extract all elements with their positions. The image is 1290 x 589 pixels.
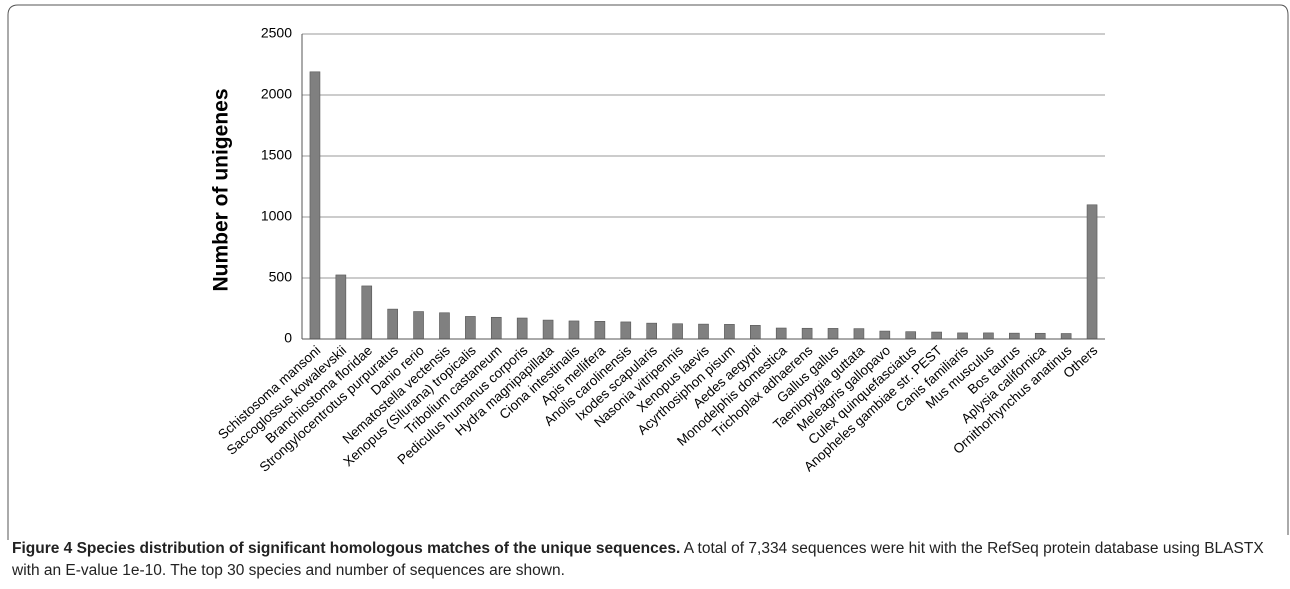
bar xyxy=(750,325,761,340)
bar xyxy=(905,331,917,340)
chart: Number of unigenes 05001000150020002500S… xyxy=(7,4,1289,540)
bar xyxy=(542,319,554,340)
bar xyxy=(490,316,502,340)
bar xyxy=(879,330,891,340)
bar xyxy=(724,324,735,340)
bar xyxy=(1060,333,1072,340)
y-tick-label: 2500 xyxy=(261,25,292,41)
bar xyxy=(957,332,968,340)
bar xyxy=(775,327,787,340)
bar xyxy=(698,323,709,340)
bar xyxy=(516,317,528,340)
bar xyxy=(361,285,373,340)
bar xyxy=(801,327,813,340)
y-tick-label: 1500 xyxy=(261,147,292,163)
bar xyxy=(309,71,321,340)
caption-label: Figure 4 Species distribution of signifi… xyxy=(12,540,681,557)
bar xyxy=(335,274,347,340)
bar xyxy=(594,321,606,340)
bar xyxy=(931,331,942,340)
bar xyxy=(646,322,657,340)
bar xyxy=(672,323,683,340)
frame xyxy=(7,4,1289,540)
bar xyxy=(387,308,398,340)
bar xyxy=(853,328,865,340)
bar xyxy=(620,321,632,340)
bar xyxy=(568,320,580,340)
bar xyxy=(1034,332,1046,340)
bar xyxy=(413,311,424,340)
caption: Figure 4 Species distribution of signifi… xyxy=(12,538,1282,582)
y-axis-label: Number of unigenes xyxy=(210,88,233,291)
y-tick-label: 0 xyxy=(284,330,292,346)
y-tick-label: 500 xyxy=(269,269,293,285)
bar xyxy=(465,316,476,340)
y-tick-label: 2000 xyxy=(261,86,292,102)
bar xyxy=(1086,204,1098,340)
bar xyxy=(439,312,450,340)
bar xyxy=(1009,332,1020,340)
bar xyxy=(983,332,994,340)
y-tick-label: 1000 xyxy=(261,208,292,224)
bar xyxy=(827,328,839,340)
caption-text: A total of 7,334 sequences were hit with… xyxy=(12,540,1264,579)
